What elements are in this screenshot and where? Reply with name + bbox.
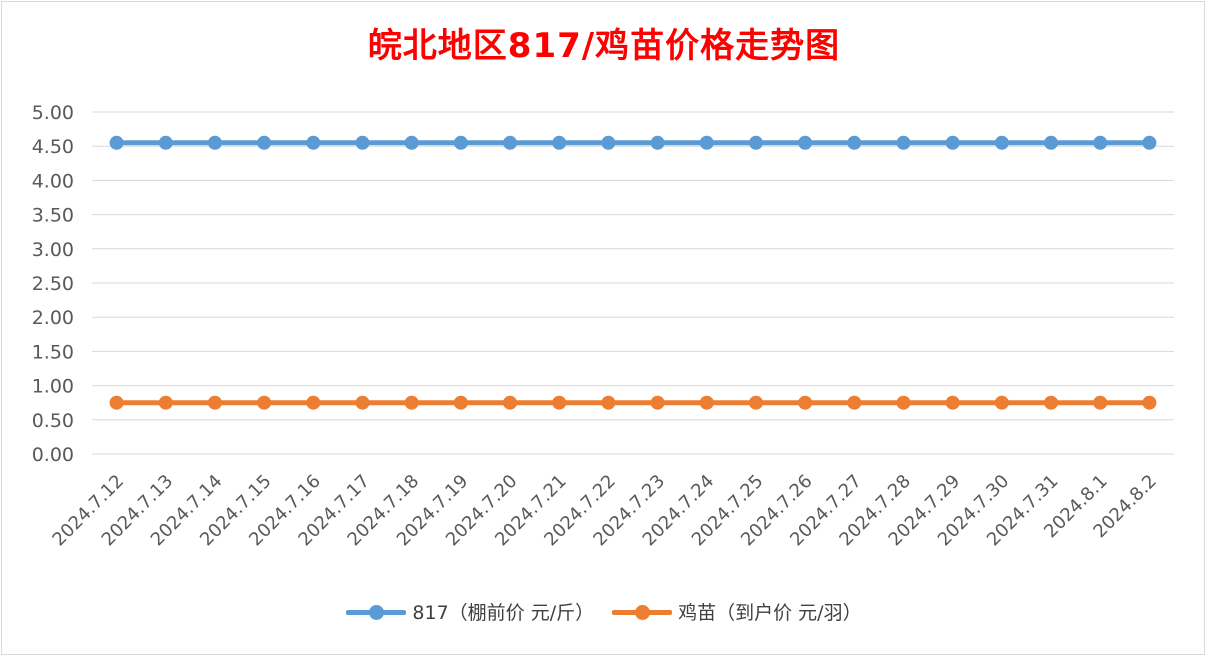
legend-label-chick: 鸡苗（到户价 元/羽） [678, 602, 862, 624]
data-point-1 [158, 395, 173, 410]
data-point-1 [748, 395, 763, 410]
data-point-0 [847, 135, 862, 150]
data-point-1 [306, 395, 321, 410]
y-tick-label: 5.00 [32, 102, 74, 124]
data-point-0 [355, 135, 370, 150]
y-tick-label: 2.00 [32, 307, 74, 329]
data-point-1 [1044, 395, 1059, 410]
data-point-1 [109, 395, 124, 410]
data-point-0 [453, 135, 468, 150]
data-point-0 [404, 135, 419, 150]
data-point-0 [503, 135, 518, 150]
legend-item-817: 817（棚前价 元/斤） [346, 598, 594, 625]
y-tick-label: 1.50 [32, 341, 74, 363]
chart-title: 皖北地区817/鸡苗价格走势图 [367, 26, 841, 66]
data-point-1 [847, 395, 862, 410]
y-tick-label: 4.50 [32, 136, 74, 158]
data-point-1 [945, 395, 960, 410]
data-point-1 [994, 395, 1009, 410]
data-point-1 [1142, 395, 1157, 410]
legend: 817（棚前价 元/斤） 鸡苗（到户价 元/羽） [0, 598, 1208, 625]
data-point-1 [896, 395, 911, 410]
data-point-1 [1093, 395, 1108, 410]
data-point-1 [257, 395, 272, 410]
data-point-1 [552, 395, 567, 410]
data-point-0 [945, 135, 960, 150]
data-point-1 [404, 395, 419, 410]
legend-swatch-chick [612, 604, 673, 620]
y-tick-label: 0.50 [32, 410, 74, 432]
legend-label-817: 817（棚前价 元/斤） [412, 602, 595, 624]
data-point-1 [355, 395, 370, 410]
data-point-1 [207, 395, 222, 410]
data-point-0 [601, 135, 616, 150]
data-point-0 [109, 135, 124, 150]
y-tick-label: 3.00 [32, 239, 74, 261]
y-tick-label: 1.00 [32, 376, 74, 398]
data-point-0 [896, 135, 911, 150]
legend-item-chick: 鸡苗（到户价 元/羽） [612, 598, 862, 625]
data-point-1 [650, 395, 665, 410]
data-point-0 [748, 135, 763, 150]
y-tick-label: 0.00 [32, 444, 74, 466]
data-point-0 [158, 135, 173, 150]
data-point-0 [1093, 135, 1108, 150]
data-point-0 [257, 135, 272, 150]
data-point-0 [1044, 135, 1059, 150]
data-point-0 [306, 135, 321, 150]
data-point-0 [994, 135, 1009, 150]
data-point-0 [552, 135, 567, 150]
legend-swatch-817 [346, 604, 407, 620]
data-point-1 [453, 395, 468, 410]
data-point-1 [699, 395, 714, 410]
data-point-0 [650, 135, 665, 150]
data-point-1 [601, 395, 616, 410]
data-point-0 [699, 135, 714, 150]
data-point-0 [207, 135, 222, 150]
y-tick-label: 2.50 [32, 273, 74, 295]
y-tick-label: 4.00 [32, 170, 74, 192]
line-chart: 0.00 0.50 1.00 1.50 2.00 2.50 3.00 3.50 4.00 4.50… [32, 102, 1174, 550]
data-point-0 [1142, 135, 1157, 150]
data-point-1 [798, 395, 813, 410]
y-tick-label: 3.50 [32, 205, 74, 227]
data-point-1 [503, 395, 518, 410]
data-point-0 [798, 135, 813, 150]
